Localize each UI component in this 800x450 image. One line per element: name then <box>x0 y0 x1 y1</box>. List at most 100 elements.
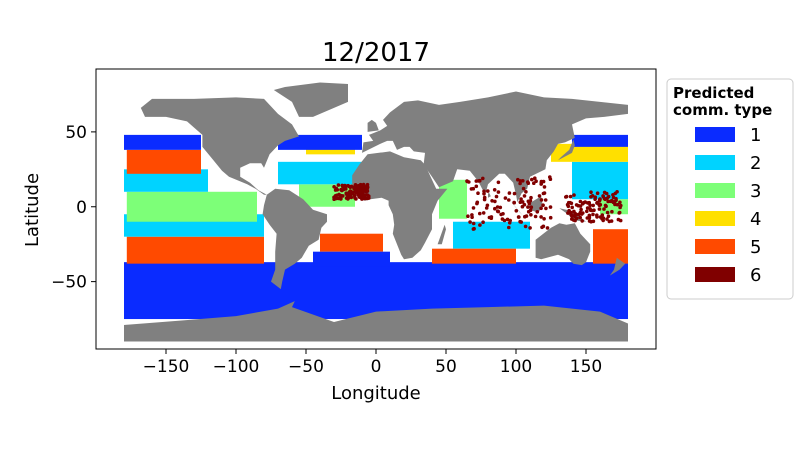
data-point-type-6 <box>568 194 573 199</box>
zone-type-1 <box>572 134 628 147</box>
zone-type-5 <box>593 229 628 264</box>
data-point-type-6 <box>519 220 523 224</box>
data-point-type-6 <box>489 215 494 219</box>
data-point-type-6 <box>595 213 599 217</box>
legend-swatch-2 <box>695 155 735 170</box>
data-point-type-6 <box>337 192 341 197</box>
legend: Predicted comm. type 1 2 3 4 5 6 <box>666 78 794 300</box>
data-point-type-6 <box>471 186 476 191</box>
y-tick-label: 50 <box>65 123 87 143</box>
sri-lanka-shape <box>488 193 491 198</box>
data-point-type-6 <box>498 205 503 210</box>
x-tick-label: 50 <box>435 357 457 377</box>
data-point-type-6 <box>485 203 490 208</box>
data-point-type-6 <box>578 215 582 220</box>
data-point-type-6 <box>351 191 355 196</box>
data-point-type-6 <box>615 202 620 207</box>
data-point-type-6 <box>502 218 507 223</box>
data-point-type-6 <box>472 226 476 231</box>
data-point-type-6 <box>514 209 519 213</box>
legend-title: Predicted comm. type <box>673 84 772 119</box>
data-point-type-6 <box>470 215 474 219</box>
data-point-type-6 <box>569 213 574 217</box>
zone-type-1 <box>124 134 201 150</box>
data-point-type-6 <box>591 212 595 217</box>
data-point-type-6 <box>543 198 548 202</box>
data-point-type-6 <box>521 186 526 191</box>
data-point-type-6 <box>344 192 349 196</box>
data-point-type-6 <box>484 206 489 210</box>
data-point-type-6 <box>589 195 593 199</box>
data-point-type-6 <box>613 199 617 204</box>
data-point-type-6 <box>362 195 367 199</box>
legend-swatch-1 <box>695 127 735 142</box>
data-point-type-6 <box>499 212 503 217</box>
data-point-type-6 <box>528 208 533 212</box>
data-point-type-6 <box>603 197 607 202</box>
data-point-type-6 <box>507 191 512 195</box>
zone-type-2 <box>572 161 628 200</box>
x-axis-ticks: −150 −100 −50 0 50 100 150 <box>143 349 602 377</box>
data-point-type-6 <box>474 184 479 189</box>
data-point-type-6 <box>548 215 553 220</box>
data-point-type-6 <box>526 180 530 184</box>
data-point-type-6 <box>516 177 520 182</box>
map-plot-area <box>95 68 657 350</box>
data-point-type-6 <box>572 193 576 197</box>
legend-title-line: Predicted <box>673 84 754 102</box>
data-point-type-6 <box>578 204 583 208</box>
y-tick-label: −50 <box>51 273 87 293</box>
greenland-shape <box>273 82 348 117</box>
data-point-type-6 <box>332 185 336 189</box>
data-point-type-6 <box>505 217 510 222</box>
data-point-type-6 <box>467 180 471 184</box>
data-point-type-6 <box>540 225 544 230</box>
data-point-type-6 <box>517 215 521 219</box>
data-point-type-6 <box>476 191 480 195</box>
data-point-type-6 <box>512 191 517 196</box>
zone-type-5 <box>126 236 264 264</box>
data-point-type-6 <box>523 224 528 229</box>
data-point-type-6 <box>528 199 533 203</box>
data-point-type-6 <box>564 195 568 199</box>
data-point-type-6 <box>524 190 528 194</box>
data-point-type-6 <box>349 184 354 189</box>
data-point-type-6 <box>598 202 603 207</box>
data-point-type-6 <box>493 199 497 204</box>
data-point-type-6 <box>482 195 487 200</box>
data-point-type-6 <box>548 205 553 209</box>
data-point-type-6 <box>619 203 623 208</box>
data-point-type-6 <box>618 200 622 205</box>
data-point-type-6 <box>523 214 527 219</box>
eurasia-shape <box>362 91 628 203</box>
data-point-type-6 <box>333 194 338 198</box>
data-point-type-6 <box>617 210 622 215</box>
land-mass-layer <box>124 82 628 342</box>
data-point-type-6 <box>580 219 584 223</box>
data-point-type-6 <box>530 177 534 182</box>
data-point-type-6 <box>353 196 357 200</box>
data-point-type-6 <box>548 175 552 179</box>
legend-swatch-4 <box>695 211 735 226</box>
legend-swatch-5 <box>695 239 735 254</box>
data-point-type-6 <box>602 207 606 211</box>
data-point-type-6 <box>496 180 501 185</box>
japan-shape <box>558 139 575 161</box>
data-point-type-6 <box>495 209 500 213</box>
data-point-type-6 <box>601 194 605 198</box>
zone-type-5 <box>320 233 383 252</box>
data-point-type-6 <box>493 206 497 211</box>
data-point-type-6 <box>512 200 516 205</box>
data-point-type-6 <box>605 217 609 221</box>
data-point-type-6 <box>529 195 533 200</box>
data-point-type-6 <box>471 206 476 210</box>
data-point-type-6 <box>572 214 577 218</box>
data-point-type-6 <box>573 211 577 216</box>
data-point-type-6 <box>570 205 574 210</box>
zone-type-1 <box>278 134 362 150</box>
data-point-type-6 <box>595 191 600 195</box>
legend-label-3: 3 <box>750 181 761 202</box>
data-point-type-6 <box>529 213 533 217</box>
data-point-type-6 <box>481 211 486 215</box>
